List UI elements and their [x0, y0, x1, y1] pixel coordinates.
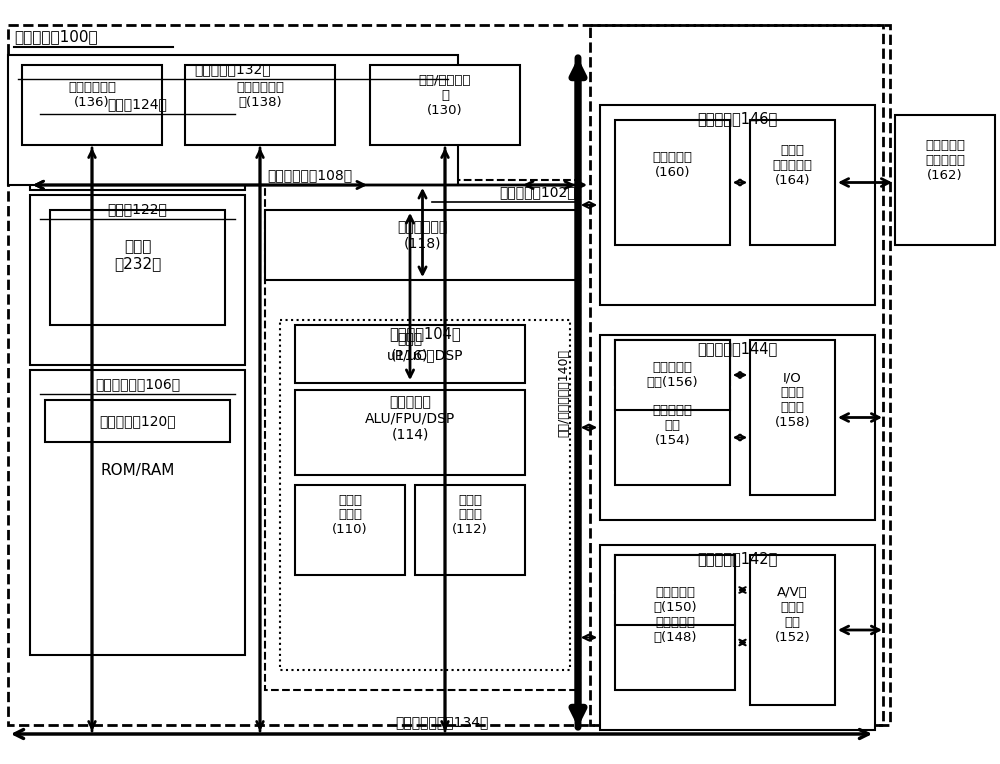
- Bar: [185, 65, 335, 145]
- Text: 数据（124）: 数据（124）: [108, 97, 167, 111]
- Text: 处理器核心
ALU/FPU/DSP
(114): 处理器核心 ALU/FPU/DSP (114): [365, 395, 455, 441]
- Text: 其他计算设
备（多个）
(162): 其他计算设 备（多个） (162): [925, 138, 965, 182]
- Text: 储存接口总线（134）: 储存接口总线（134）: [395, 715, 488, 729]
- Bar: [750, 120, 835, 245]
- Bar: [615, 595, 735, 690]
- Bar: [615, 340, 730, 410]
- Bar: [750, 555, 835, 705]
- Text: 并行接口控
制器(156): 并行接口控 制器(156): [647, 361, 698, 389]
- Text: 基本配置（102）: 基本配置（102）: [499, 185, 576, 199]
- Bar: [45, 400, 230, 442]
- Text: 一级高
速缓存
(110): 一级高 速缓存 (110): [332, 494, 368, 536]
- Bar: [615, 555, 735, 625]
- Bar: [22, 65, 162, 145]
- Text: 存储器总线（108）: 存储器总线（108）: [267, 168, 353, 182]
- Bar: [30, 195, 245, 365]
- Bar: [30, 370, 245, 655]
- Text: 处理器（104）: 处理器（104）: [389, 326, 461, 342]
- Text: 通信设备（146）: 通信设备（146）: [697, 112, 778, 127]
- Bar: [600, 545, 875, 730]
- Bar: [30, 90, 245, 190]
- Text: 系统存储器（106）: 系统存储器（106）: [95, 377, 180, 391]
- Text: A/V端
口（多
个）
(152): A/V端 口（多 个） (152): [775, 586, 810, 644]
- Text: 二级高
速缓存
(112): 二级高 速缓存 (112): [452, 494, 488, 536]
- Bar: [50, 210, 225, 325]
- Bar: [590, 25, 890, 725]
- Bar: [895, 115, 995, 245]
- Bar: [295, 485, 405, 575]
- Bar: [600, 335, 875, 520]
- Bar: [280, 320, 570, 670]
- Text: 不可移除储存
器(138): 不可移除储存 器(138): [236, 81, 284, 109]
- Bar: [615, 390, 730, 485]
- Bar: [295, 390, 525, 475]
- Bar: [265, 210, 580, 280]
- Bar: [8, 55, 458, 185]
- Bar: [615, 120, 730, 245]
- Text: 网络控制器
(160): 网络控制器 (160): [652, 151, 692, 179]
- Text: ROM/RAM: ROM/RAM: [100, 462, 175, 478]
- Bar: [750, 340, 835, 495]
- Bar: [615, 340, 730, 385]
- Text: I/O
端口（
多个）
(158): I/O 端口（ 多个） (158): [775, 371, 810, 429]
- Text: 存储器控制器
(118): 存储器控制器 (118): [397, 220, 448, 250]
- Bar: [615, 555, 735, 590]
- Bar: [370, 65, 520, 145]
- Text: 音频处理单
元(150): 音频处理单 元(150): [653, 586, 697, 614]
- Bar: [600, 105, 875, 305]
- Bar: [8, 25, 883, 725]
- Text: 总线/接口控制
器
(130): 总线/接口控制 器 (130): [419, 73, 471, 116]
- Text: 总线/系统总线（140）: 总线/系统总线（140）: [558, 348, 570, 436]
- Text: 图像处理单
元(148): 图像处理单 元(148): [653, 616, 697, 644]
- Text: 串行接口控
制器
(154): 串行接口控 制器 (154): [652, 403, 692, 446]
- Text: uP/uC／DSP: uP/uC／DSP: [387, 348, 463, 362]
- Text: 计算设备（100）: 计算设备（100）: [14, 30, 98, 44]
- Text: 外围接口（144）: 外围接口（144）: [697, 342, 778, 357]
- Text: 可移除储存器
(136): 可移除储存器 (136): [68, 81, 116, 109]
- Text: 寄存器
(116): 寄存器 (116): [391, 332, 429, 362]
- Bar: [265, 180, 580, 690]
- Bar: [295, 325, 525, 383]
- Bar: [415, 485, 525, 575]
- Text: 操作系统（120）: 操作系统（120）: [99, 414, 176, 428]
- Text: 输出设备（142）: 输出设备（142）: [697, 552, 778, 566]
- Text: 浏览器
（232）: 浏览器 （232）: [114, 239, 161, 271]
- Text: 储存设备（132）: 储存设备（132）: [195, 62, 271, 76]
- Text: 通信端
口（多个）
(164): 通信端 口（多个） (164): [772, 144, 812, 186]
- Text: 应用（122）: 应用（122）: [108, 202, 167, 216]
